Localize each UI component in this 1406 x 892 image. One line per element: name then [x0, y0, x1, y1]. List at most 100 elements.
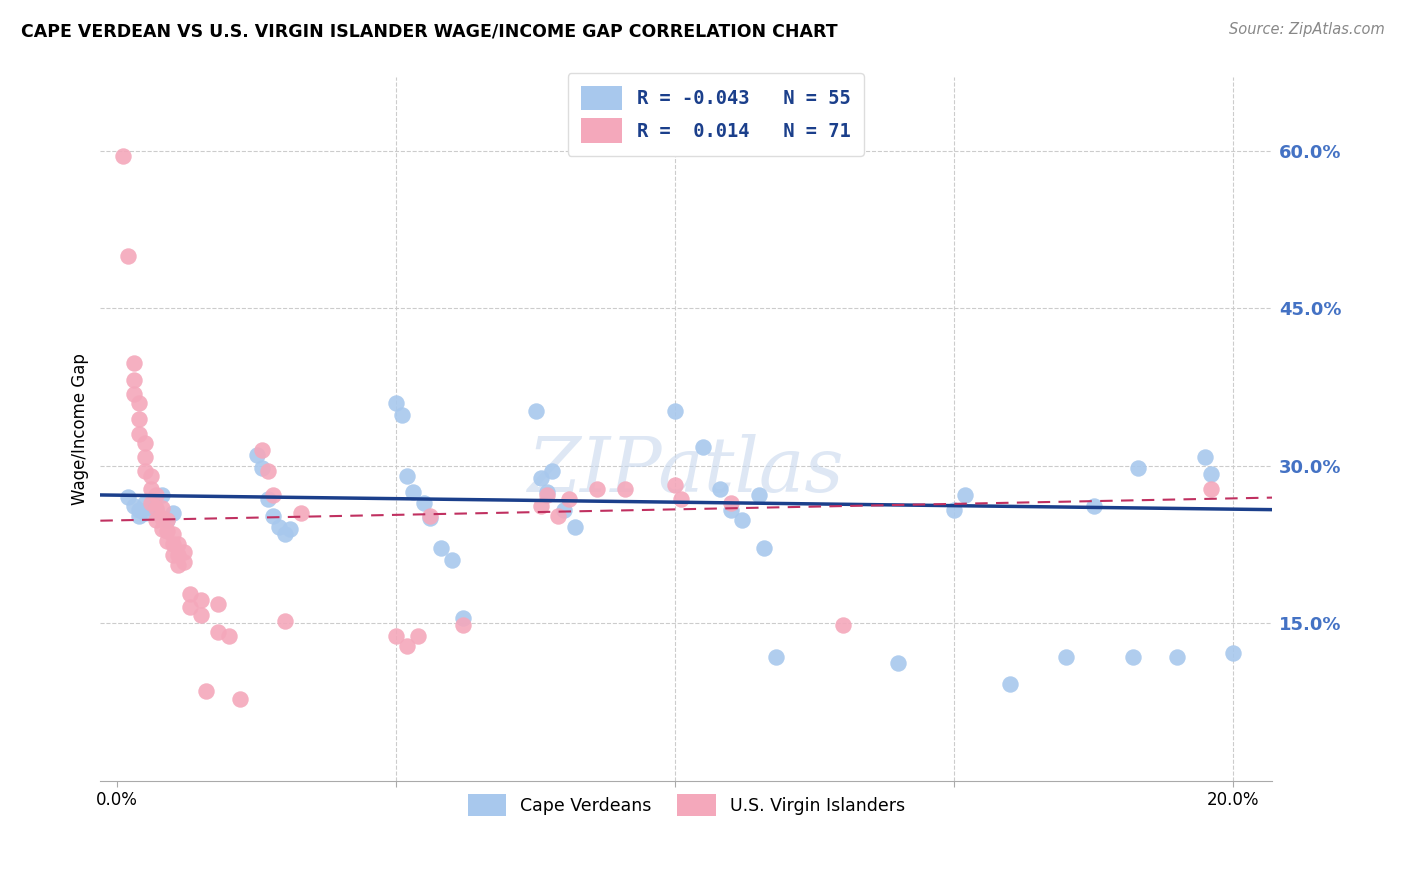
- Point: [134, 464, 156, 478]
- Point: [145, 503, 167, 517]
- Point: [122, 499, 145, 513]
- Point: [1199, 482, 1222, 496]
- Point: [547, 509, 569, 524]
- Point: [150, 511, 173, 525]
- Point: [558, 492, 581, 507]
- Point: [139, 469, 162, 483]
- Point: [162, 506, 184, 520]
- Point: [134, 435, 156, 450]
- Point: [156, 513, 179, 527]
- Point: [887, 656, 910, 670]
- Point: [709, 482, 731, 496]
- Point: [664, 404, 686, 418]
- Point: [229, 691, 252, 706]
- Point: [150, 500, 173, 515]
- Point: [134, 450, 156, 465]
- Point: [250, 461, 273, 475]
- Point: [179, 587, 201, 601]
- Point: [564, 519, 586, 533]
- Point: [246, 448, 269, 462]
- Point: [278, 522, 301, 536]
- Point: [530, 499, 553, 513]
- Point: [207, 597, 229, 611]
- Point: [122, 356, 145, 370]
- Point: [156, 534, 179, 549]
- Point: [190, 607, 212, 622]
- Point: [664, 477, 686, 491]
- Point: [669, 492, 692, 507]
- Text: ZIPatlas: ZIPatlas: [529, 434, 845, 508]
- Point: [1054, 649, 1077, 664]
- Point: [256, 492, 278, 507]
- Point: [530, 471, 553, 485]
- Point: [720, 503, 742, 517]
- Point: [553, 503, 575, 517]
- Point: [754, 541, 776, 555]
- Point: [290, 506, 312, 520]
- Point: [765, 649, 787, 664]
- Point: [692, 440, 714, 454]
- Point: [998, 677, 1021, 691]
- Point: [541, 464, 564, 478]
- Point: [413, 495, 436, 509]
- Point: [167, 558, 190, 573]
- Point: [451, 618, 474, 632]
- Point: [150, 488, 173, 502]
- Point: [156, 513, 179, 527]
- Point: [117, 490, 139, 504]
- Point: [1083, 499, 1105, 513]
- Point: [419, 509, 441, 524]
- Legend: Cape Verdeans, U.S. Virgin Islanders: Cape Verdeans, U.S. Virgin Islanders: [460, 785, 914, 825]
- Point: [162, 548, 184, 562]
- Point: [396, 640, 419, 654]
- Point: [145, 488, 167, 502]
- Point: [267, 519, 290, 533]
- Point: [207, 624, 229, 639]
- Point: [391, 409, 413, 423]
- Point: [139, 500, 162, 515]
- Point: [139, 495, 162, 509]
- Point: [179, 600, 201, 615]
- Point: [195, 684, 218, 698]
- Point: [396, 469, 419, 483]
- Point: [145, 500, 167, 515]
- Point: [134, 506, 156, 520]
- Point: [134, 495, 156, 509]
- Point: [385, 396, 408, 410]
- Point: [218, 629, 240, 643]
- Point: [162, 527, 184, 541]
- Point: [1199, 467, 1222, 482]
- Point: [128, 503, 150, 517]
- Point: [262, 509, 284, 524]
- Point: [167, 548, 190, 562]
- Point: [524, 404, 547, 418]
- Point: [1194, 450, 1216, 465]
- Point: [408, 629, 430, 643]
- Point: [402, 485, 425, 500]
- Point: [943, 503, 966, 517]
- Point: [613, 482, 636, 496]
- Point: [117, 249, 139, 263]
- Point: [162, 537, 184, 551]
- Point: [111, 149, 134, 163]
- Point: [430, 541, 453, 555]
- Point: [831, 618, 853, 632]
- Point: [190, 593, 212, 607]
- Point: [250, 443, 273, 458]
- Point: [748, 488, 770, 502]
- Point: [440, 553, 463, 567]
- Point: [173, 545, 195, 559]
- Point: [122, 387, 145, 401]
- Text: Source: ZipAtlas.com: Source: ZipAtlas.com: [1229, 22, 1385, 37]
- Point: [731, 513, 754, 527]
- Point: [150, 522, 173, 536]
- Point: [536, 488, 558, 502]
- Point: [173, 555, 195, 569]
- Point: [586, 482, 609, 496]
- Point: [273, 527, 295, 541]
- Point: [128, 396, 150, 410]
- Point: [167, 537, 190, 551]
- Point: [1128, 461, 1150, 475]
- Point: [128, 509, 150, 524]
- Text: CAPE VERDEAN VS U.S. VIRGIN ISLANDER WAGE/INCOME GAP CORRELATION CHART: CAPE VERDEAN VS U.S. VIRGIN ISLANDER WAG…: [21, 22, 838, 40]
